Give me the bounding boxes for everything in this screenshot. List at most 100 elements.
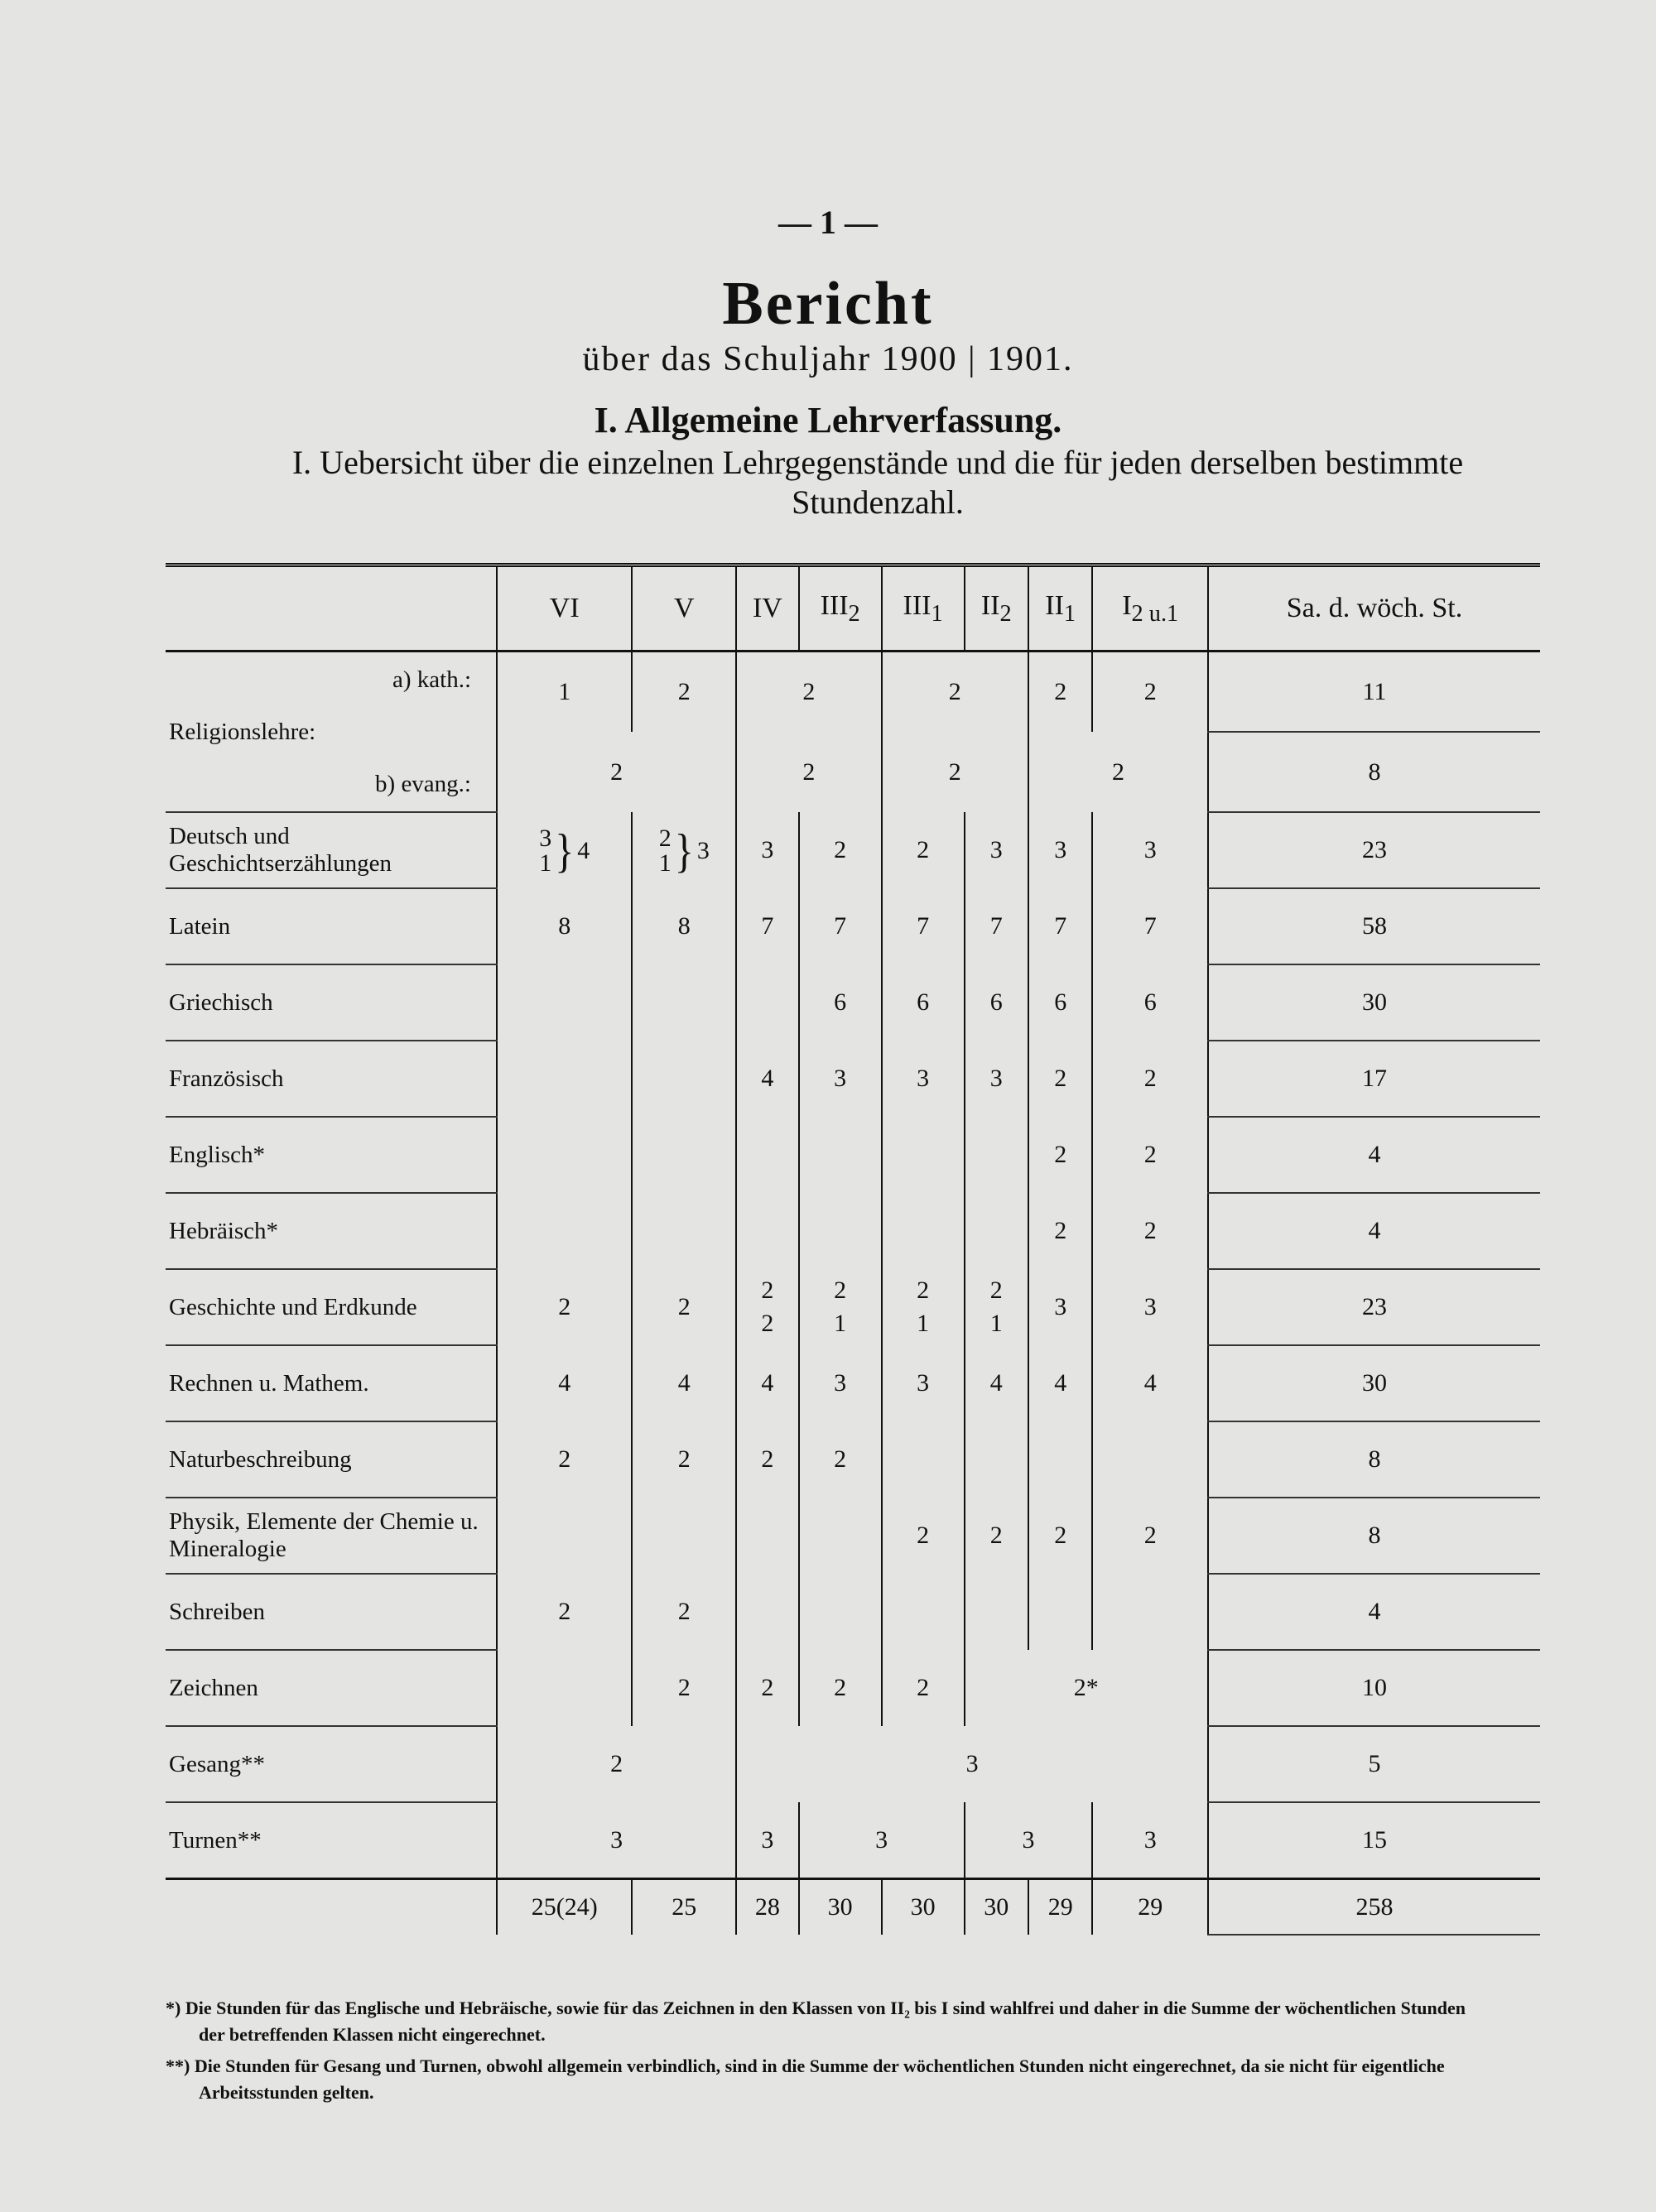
hours-cell: 3	[495, 1802, 737, 1879]
brace: }	[674, 825, 694, 878]
hours-cell	[735, 1117, 799, 1193]
header-cell	[166, 565, 497, 652]
subsection-title: I. Uebersicht über die einzelnen Lehrgeg…	[291, 444, 1464, 521]
sum-cell: 4	[1207, 1117, 1540, 1194]
hours-cell: 8	[631, 888, 737, 964]
hours-cell	[797, 1193, 882, 1269]
hours-cell: 3	[797, 1345, 882, 1421]
subject-cell: Englisch*	[166, 1117, 497, 1194]
brace: }	[555, 825, 575, 878]
hours-cell: 4	[963, 1345, 1028, 1421]
hours-cell	[631, 1117, 737, 1193]
sum-cell: 258	[1207, 1878, 1540, 1935]
hours-cell: 2	[631, 1421, 737, 1498]
hours-cell: 3	[797, 1041, 882, 1117]
table-row: Physik, Elemente der Chemie u. Mineralog…	[166, 1498, 1540, 1575]
hours-cell	[963, 1117, 1028, 1193]
hours-cell: 3	[735, 812, 799, 888]
column-header-base: II	[1045, 589, 1064, 621]
hours-cell: 2	[1091, 1193, 1208, 1269]
hours-cell: 7	[1027, 888, 1093, 964]
sum-cell: 17	[1207, 1041, 1540, 1118]
hours: 1	[834, 1310, 847, 1337]
hours-cell	[735, 1193, 799, 1269]
hours: 2	[917, 1277, 930, 1304]
hours-cell	[735, 1574, 799, 1650]
hours-cell: 30	[963, 1878, 1028, 1935]
subject-cell: Geschichte und Erdkunde	[166, 1269, 497, 1346]
hours-cell	[963, 1193, 1028, 1269]
column-header: II2	[963, 565, 1028, 652]
hours-cell: 7	[880, 888, 965, 964]
hours-cell	[880, 1117, 965, 1193]
table-row: Hebräisch* 2 2 4	[166, 1193, 1540, 1270]
hours-cell: 2	[797, 812, 882, 888]
hours-cell: 2	[631, 1574, 737, 1650]
hours-cell: 25(24)	[495, 1878, 633, 1935]
hours-cell	[797, 1117, 882, 1193]
table-row: Griechisch 6 6 6 6 6 30	[166, 964, 1540, 1041]
footnote: **) Die Stunden für Gesang und Turnen, o…	[166, 2056, 1445, 2103]
subject-cell: Latein	[166, 888, 497, 965]
header-row: VI V IV III2 III1 II2 II1 I2 u.1 Sa. d. wöch. St…	[166, 565, 1540, 652]
hours-cell: 2	[880, 1650, 965, 1726]
hours-cell: 7	[963, 888, 1028, 964]
hours-cell: 2	[495, 732, 737, 812]
hours-cell: 6	[797, 964, 882, 1041]
sum-cell: 5	[1207, 1726, 1540, 1803]
hours-cell	[963, 1574, 1028, 1650]
hours: 2	[761, 1277, 774, 1304]
hours-cell	[495, 964, 633, 1041]
subject-cell: Gesang**	[166, 1726, 497, 1803]
hours-cell: 6	[1027, 964, 1093, 1041]
hours-cell: 3	[735, 1802, 799, 1879]
subject-part-label: a) kath.:	[392, 666, 471, 693]
hours-cell: 2	[1027, 651, 1093, 732]
page-number: — 1 —	[778, 204, 878, 241]
hours-cell: 3	[1027, 1269, 1093, 1345]
hours-cell: 2	[1027, 1193, 1093, 1269]
column-header-sub: 2 u.1	[1131, 600, 1179, 627]
hours-cell	[495, 1498, 633, 1574]
sum-cell: 30	[1207, 1345, 1540, 1422]
hours-cell: 2	[1027, 1117, 1093, 1193]
hours-cell	[880, 1193, 965, 1269]
subtitle: über das Schuljahr 1900 | 1901.	[582, 340, 1074, 378]
table-row: Zeichnen 2 2 2 2 2* 10	[166, 1650, 1540, 1727]
sum-cell: 8	[1207, 1421, 1540, 1498]
hours-cell	[495, 1041, 633, 1117]
hours-cell	[495, 1193, 633, 1269]
table-row: Turnen** 3 3 3 3 3 15	[166, 1802, 1540, 1880]
column-header: Sa. d. wöch. St.	[1207, 565, 1540, 652]
footnotes: *) Die Stunden für das Englische und Heb…	[166, 1995, 1490, 2111]
hours: 2	[658, 825, 672, 852]
hours-cell: 2	[631, 1269, 737, 1345]
table-row: Naturbeschreibung 2 2 2 2 8	[166, 1421, 1540, 1498]
hours-cell: 2	[631, 651, 737, 732]
sum-cell: 15	[1207, 1802, 1540, 1880]
hours-cell: 2	[495, 1726, 737, 1802]
table-row: Französisch 4 3 3 3 2 2 17	[166, 1041, 1540, 1118]
hours-cell	[735, 1498, 799, 1574]
table-row: Geschichte und Erdkunde 2 2 2 2 2 1 2 1 2 1 3 3 23	[166, 1269, 1540, 1346]
subject-cell: Schreiben	[166, 1574, 497, 1651]
hours-cell: 3 1} 4	[495, 812, 633, 888]
hours-cell	[1027, 1421, 1093, 1498]
hours-cell: 2	[495, 1574, 633, 1650]
hours-cell: 2	[735, 1421, 799, 1498]
hours-cell	[797, 1498, 882, 1574]
hours-cell: 2	[1091, 1041, 1208, 1117]
table-row: Schreiben 2 2 4	[166, 1574, 1540, 1651]
hours-cell: 3	[880, 1041, 965, 1117]
subject-cell: a) kath.: Religionslehre: b) evang.:	[166, 651, 497, 813]
hours-cell: 8	[495, 888, 633, 964]
hours-cell	[880, 1574, 965, 1650]
column-header-sub: 2	[999, 600, 1012, 627]
